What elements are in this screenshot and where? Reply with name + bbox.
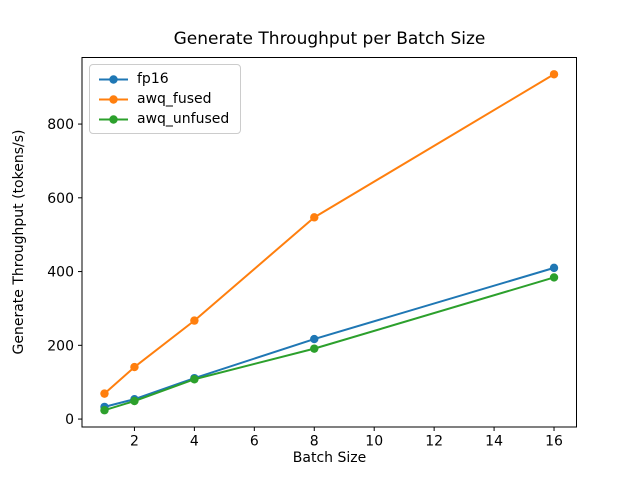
y-tick-label: 800	[47, 117, 74, 133]
x-tick-label: 2	[130, 434, 139, 450]
x-tick-label: 16	[545, 434, 563, 450]
legend-marker-awq_fused	[99, 94, 128, 104]
legend-marker-awq_unfused	[99, 114, 128, 124]
marker-awq_unfused	[310, 344, 319, 353]
series-awq_fused	[100, 70, 559, 398]
marker-awq_unfused	[100, 406, 109, 415]
x-tick-label: 4	[190, 434, 199, 450]
y-axis-ticks: 0 200 400 600 800	[47, 117, 82, 428]
legend: fp16 awq_fused awq_unfused	[89, 64, 242, 134]
marker-awq_unfused	[549, 273, 559, 282]
x-axis-label: Batch Size	[292, 450, 367, 466]
marker-awq_unfused	[190, 375, 199, 384]
x-tick-label: 14	[485, 434, 503, 450]
chart-title: Generate Throughput per Batch Size	[173, 29, 486, 49]
y-tick-label: 0	[65, 412, 74, 428]
axes-spines	[81, 57, 577, 428]
x-tick-label: 8	[310, 434, 319, 450]
legend-label: awq_fused	[137, 91, 212, 107]
legend-item-awq_unfused: awq_unfused	[98, 110, 229, 128]
x-tick-label: 6	[250, 434, 259, 450]
series-awq_unfused	[100, 273, 559, 415]
legend-label: awq_unfused	[137, 111, 230, 127]
marker-awq_fused	[190, 316, 199, 325]
legend-item-awq_fused: awq_fused	[98, 90, 229, 108]
x-axis-ticks: 2 4 6 8 10 12 14 16	[130, 427, 563, 450]
marker-fp16	[310, 334, 319, 344]
legend-marker-fp16	[99, 74, 128, 84]
y-tick-label: 600	[47, 191, 74, 207]
series-line-awq_unfused	[103, 276, 556, 412]
marker-awq_fused	[310, 213, 319, 222]
x-tick-label: 10	[365, 434, 383, 450]
marker-awq_fused	[549, 70, 559, 79]
legend-item-fp16: fp16	[98, 70, 229, 88]
legend-label: fp16	[137, 71, 169, 87]
marker-fp16	[549, 263, 559, 273]
y-tick-label: 400	[47, 265, 74, 281]
marker-awq_unfused	[130, 396, 139, 406]
y-tick-label: 200	[47, 338, 74, 354]
marker-awq_fused	[100, 389, 109, 398]
x-tick-label: 12	[425, 434, 443, 450]
marker-awq_fused	[130, 362, 139, 372]
